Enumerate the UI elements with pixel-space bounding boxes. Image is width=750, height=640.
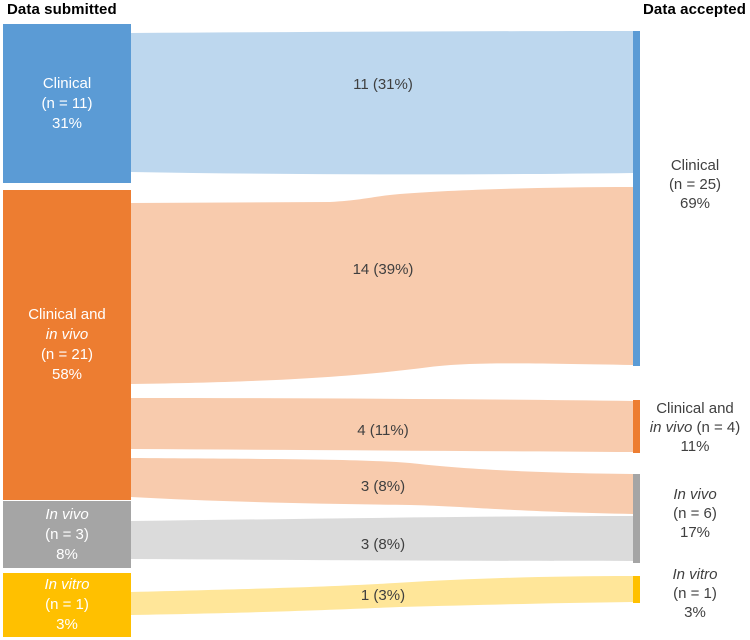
flow-value-label: 3 (8%) [360, 536, 406, 553]
flow-value-label: 3 (8%) [360, 478, 406, 495]
node-label-line: 3% [684, 604, 706, 621]
node-label-line: (n = 6) [673, 505, 717, 522]
node-left-clinical [3, 24, 131, 183]
node-label-rest: (n = 4) [692, 419, 741, 436]
node-label-invitro-accepted: In vitro (n = 1) 3% [640, 565, 750, 622]
node-label-line: Clinical [670, 157, 720, 174]
node-label-clinical-invivo-accepted: Clinical and in vivo (n = 4) 11% [640, 399, 750, 456]
node-label-line: (n = 11) [41, 94, 93, 112]
node-label-invivo-submitted: In vivo (n = 3) 8% [3, 501, 131, 568]
node-label-line: in vivo (n = 4) [640, 418, 750, 437]
node-label-clinical-submitted: Clinical (n = 11) 31% [3, 24, 131, 183]
node-label-line: 31% [51, 114, 83, 132]
flow-value-label: 4 (11%) [357, 422, 409, 439]
node-right-clinical [633, 31, 640, 366]
node-label-line: (n = 25) [668, 176, 722, 193]
flow-invivo-to-invivo [131, 516, 633, 561]
node-left-invivo [3, 501, 131, 568]
node-label-line: 17% [679, 524, 711, 541]
node-label-invivo-accepted: In vivo (n = 6) 17% [640, 485, 750, 542]
node-label-invitro-submitted: In vitro (n = 1) 3% [3, 573, 131, 637]
node-label-line: (n = 3) [45, 525, 89, 543]
flow-clinical-to-clinical [131, 31, 633, 175]
flow-value-label: 14 (39%) [352, 261, 414, 278]
flow-clinical-invivo-to-clinical-invivo [131, 398, 633, 452]
node-label-clinical-invivo-submitted: Clinical and in vivo (n = 21) 58% [3, 190, 131, 500]
node-label-line: 8% [56, 545, 78, 563]
node-label-line: (n = 21) [40, 346, 94, 363]
column-header-submitted: Data submitted [7, 1, 117, 18]
node-label-line: 3% [56, 616, 78, 633]
flow-clinical-invivo-to-clinical [131, 187, 633, 384]
node-right-invivo [633, 474, 640, 563]
node-label-line: 58% [51, 366, 83, 383]
node-right-clinical-invivo [633, 400, 640, 453]
node-label-line: (n = 1) [45, 596, 89, 613]
node-label-line: In vitro [44, 576, 90, 593]
node-label-line: Clinical and [28, 306, 106, 323]
flow-clinical-invivo-to-invivo [131, 458, 633, 514]
node-label-line: In vivo [45, 505, 89, 523]
flow-value-label: 1 (3%) [360, 587, 406, 604]
node-label-line: Clinical [42, 74, 92, 92]
node-label-line: Clinical and [656, 400, 734, 417]
node-label-line: in vivo [45, 326, 89, 343]
node-left-invitro [3, 573, 131, 637]
node-label-clinical-accepted: Clinical (n = 25) 69% [640, 156, 750, 213]
node-label-line: In vitro [672, 566, 718, 583]
node-label-italic: in vivo [649, 419, 693, 436]
node-left-clinical-invivo [3, 190, 131, 500]
node-label-line: 69% [679, 195, 711, 212]
node-label-line: (n = 1) [673, 585, 717, 602]
node-right-invitro [633, 576, 640, 603]
node-label-line: In vivo [673, 486, 717, 503]
flow-value-label: 11 (31%) [353, 76, 413, 93]
column-header-accepted: Data accepted [642, 1, 746, 18]
flow-invitro-to-invitro [131, 576, 633, 615]
node-label-line: 11% [680, 438, 710, 455]
